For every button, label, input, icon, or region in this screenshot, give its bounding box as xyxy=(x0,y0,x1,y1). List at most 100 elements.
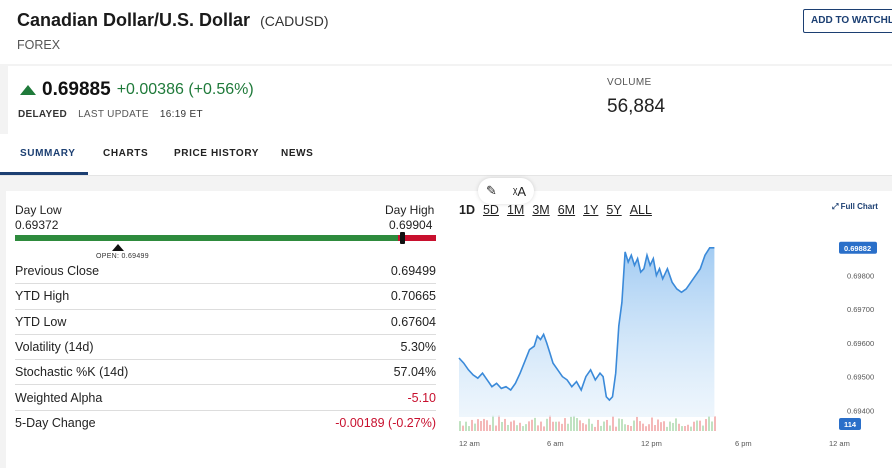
volume-bar xyxy=(675,418,677,431)
volume-bar xyxy=(702,425,704,431)
stat-label: Stochastic %K (14d) xyxy=(15,365,129,380)
volume-bar xyxy=(582,423,584,431)
volume-bar xyxy=(714,416,716,431)
volume-bar xyxy=(576,418,578,431)
volume-bar xyxy=(537,425,539,431)
volume-bar xyxy=(597,419,599,431)
range-1y[interactable]: 1Y xyxy=(583,203,599,217)
range-5d[interactable]: 5D xyxy=(482,203,499,217)
tab-news[interactable]: NEWS xyxy=(281,148,314,159)
volume-bar xyxy=(663,421,665,431)
stat-value: 5.30% xyxy=(400,340,436,355)
open-price-label: OPEN: 0.69499 xyxy=(96,253,149,260)
day-range-bar xyxy=(15,232,436,244)
asset-category: FOREX xyxy=(17,38,61,52)
day-range-red-segment xyxy=(398,235,436,241)
chart-tools: ✎ ᵡA xyxy=(478,178,534,204)
volume-bar xyxy=(690,426,692,431)
volume-bar xyxy=(651,417,653,431)
y-tick-label: 0.69600 xyxy=(847,339,874,348)
range-all[interactable]: ALL xyxy=(629,203,652,217)
volume-bar xyxy=(486,420,488,431)
volume-bar xyxy=(555,421,557,431)
stat-row: Volatility (14d) 5.30% xyxy=(15,335,436,361)
volume-bar xyxy=(585,424,587,431)
range-1d[interactable]: 1D xyxy=(459,203,475,217)
add-to-watchlist-button[interactable]: ADD TO WATCHLIS xyxy=(803,9,892,33)
volume-bar xyxy=(522,426,524,431)
volume-bar xyxy=(621,419,623,431)
stat-row: Weighted Alpha -5.10 xyxy=(15,385,436,411)
stat-label: YTD High xyxy=(15,289,70,304)
stat-row: 5-Day Change -0.00189 (-0.27%) xyxy=(15,411,436,436)
range-5y[interactable]: 5Y xyxy=(606,203,622,217)
x-axis: 12 am 6 am 12 pm 6 pm 12 am xyxy=(459,439,850,448)
volume-bar xyxy=(474,423,476,431)
last-price: 0.69885 xyxy=(42,79,111,100)
active-tab-indicator xyxy=(0,172,88,175)
current-price-badge: 0.69882 xyxy=(844,244,871,253)
range-6m[interactable]: 6M xyxy=(557,203,576,217)
volume-bar xyxy=(612,416,614,431)
volume-bar xyxy=(648,424,650,431)
volume-bar xyxy=(534,417,536,431)
volume-bar xyxy=(552,421,554,431)
volume-bar xyxy=(570,416,572,431)
volume-bar xyxy=(501,421,503,431)
volume-bar xyxy=(579,420,581,431)
volume-bar xyxy=(495,425,497,431)
volume-bar xyxy=(492,415,494,431)
chart-range-selector: 1D 5D 1M 3M 6M 1Y 5Y ALL xyxy=(459,203,660,217)
stat-label: Volatility (14d) xyxy=(15,340,94,355)
volume-bar xyxy=(705,419,707,431)
x-tick-label: 6 am xyxy=(547,439,564,448)
full-chart-link[interactable]: ⤢ Full Chart xyxy=(832,202,878,212)
volume-bar xyxy=(711,421,713,431)
stat-row: YTD High 0.70665 xyxy=(15,284,436,310)
range-3m[interactable]: 3M xyxy=(532,203,550,217)
volume-bar xyxy=(687,424,689,431)
volume-bar xyxy=(540,421,542,431)
volume-bar xyxy=(543,426,545,431)
volume-bar xyxy=(654,425,656,431)
stat-label: Previous Close xyxy=(15,264,100,279)
volume-bar xyxy=(510,421,512,431)
price-line xyxy=(458,247,715,402)
volume-bar xyxy=(546,418,548,431)
volume-bar xyxy=(657,419,659,431)
magic-wand-icon[interactable]: ✎ xyxy=(485,183,497,198)
x-tick-label: 12 am xyxy=(829,439,850,448)
translate-icon[interactable]: ᵡA xyxy=(512,183,526,199)
volume-bar xyxy=(489,424,491,431)
volume-bar xyxy=(624,424,626,431)
stat-value: -0.00189 (-0.27%) xyxy=(335,416,436,431)
stat-row: YTD Low 0.67604 xyxy=(15,310,436,335)
volume-bar xyxy=(606,419,608,431)
tab-charts[interactable]: CHARTS xyxy=(103,148,149,159)
price-chart[interactable]: 0.69800 0.69700 0.69600 0.69500 0.69400 12 a… xyxy=(455,225,892,455)
volume-bar xyxy=(588,418,590,431)
volume-badge: 114 xyxy=(844,420,857,429)
y-axis: 0.69800 0.69700 0.69600 0.69500 0.69400 xyxy=(847,271,874,415)
volume-bar xyxy=(513,420,515,431)
tab-price-history[interactable]: PRICE HISTORY xyxy=(174,148,260,159)
volume-bar xyxy=(666,426,668,431)
stat-value: 0.70665 xyxy=(390,289,436,304)
volume-bar xyxy=(678,423,680,431)
volume-bar xyxy=(480,421,482,431)
volume-bar xyxy=(699,420,701,431)
tab-summary[interactable]: SUMMARY xyxy=(20,148,76,159)
price-change: +0.00386 (+0.56%) xyxy=(116,81,254,98)
stat-row: Previous Close 0.69499 xyxy=(15,259,436,285)
volume-bar xyxy=(477,419,479,431)
volume-bar xyxy=(693,421,695,431)
ticker-symbol: (CADUSD) xyxy=(260,13,329,29)
range-1m[interactable]: 1M xyxy=(506,203,525,217)
volume-bar xyxy=(633,420,635,431)
day-low-label: Day Low xyxy=(15,203,62,217)
stat-label: 5-Day Change xyxy=(15,416,96,431)
stat-value: 0.69499 xyxy=(390,264,436,279)
summary-panel: Day Low 0.69372 Day High 0.69904 OPEN: 0… xyxy=(6,191,892,468)
volume-bar xyxy=(639,421,641,431)
full-chart-label: Full Chart xyxy=(840,202,878,211)
